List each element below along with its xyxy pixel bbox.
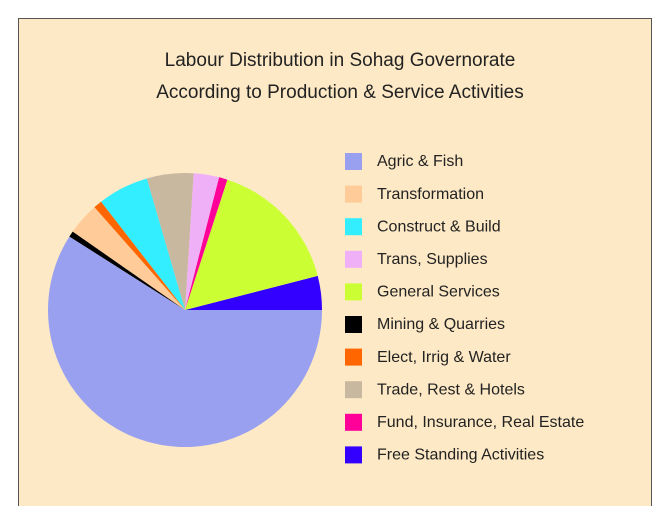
pie-slice [185, 177, 228, 310]
legend-swatch [345, 413, 362, 431]
legend-label: Mining & Quarries [377, 316, 505, 333]
legend-swatch [345, 185, 362, 203]
legend-label: Free Standing Activities [377, 447, 544, 464]
legend-swatch [345, 250, 362, 268]
legend-label: Elect, Irrig & Water [377, 349, 511, 366]
legend-swatch [345, 381, 362, 399]
legend-label: Transformation [377, 186, 484, 203]
legend-swatch [345, 153, 362, 170]
pie-slice [72, 207, 185, 310]
legend-label: Construct & Build [377, 218, 501, 235]
pie-slice [94, 201, 185, 310]
legend-swatch [345, 316, 362, 333]
legend-swatch [345, 283, 362, 301]
chart-title: Labour Distribution in Sohag Governorate [165, 50, 516, 71]
pie-slice [69, 231, 185, 310]
pie-slice [47, 236, 323, 448]
pie-slice [185, 179, 318, 310]
legend-label: Trans, Supplies [377, 251, 488, 268]
legend-swatch [345, 446, 362, 464]
pie-slice [185, 173, 220, 310]
chart-subtitle: According to Production & Service Activi… [156, 82, 524, 103]
pie-slice [185, 275, 322, 310]
legend-label: Agric & Fish [377, 153, 463, 170]
legend-label: Fund, Insurance, Real Estate [377, 414, 584, 431]
legend-swatch [345, 348, 362, 366]
pie-slice [101, 178, 185, 310]
legend-label: Trade, Rest & Hotels [377, 381, 525, 398]
legend-label: General Services [377, 284, 500, 301]
pie-slice [146, 173, 194, 310]
legend-swatch [345, 218, 362, 236]
